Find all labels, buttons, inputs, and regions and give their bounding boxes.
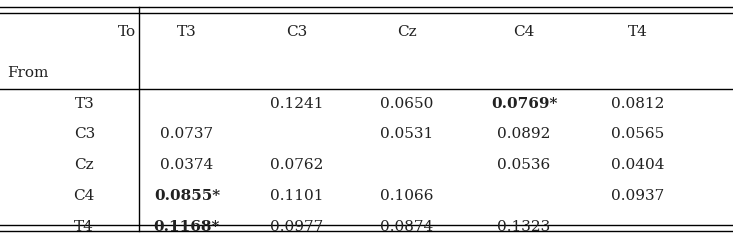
Text: 0.0374: 0.0374 (161, 159, 213, 172)
Text: 0.0404: 0.0404 (611, 159, 664, 172)
Text: C4: C4 (513, 25, 535, 39)
Text: 0.0937: 0.0937 (611, 189, 664, 203)
Text: 0.0650: 0.0650 (380, 97, 433, 110)
Text: C4: C4 (73, 189, 95, 203)
Text: 0.1323: 0.1323 (498, 220, 550, 234)
Text: 0.0855*: 0.0855* (154, 189, 220, 203)
Text: Cz: Cz (397, 25, 416, 39)
Text: 0.0892: 0.0892 (498, 128, 550, 141)
Text: 0.0737: 0.0737 (161, 128, 213, 141)
Text: 0.0812: 0.0812 (611, 97, 664, 110)
Text: 0.1168*: 0.1168* (154, 220, 220, 234)
Text: 0.0769*: 0.0769* (491, 97, 557, 110)
Text: 0.0565: 0.0565 (611, 128, 664, 141)
Text: 0.1066: 0.1066 (380, 189, 433, 203)
Text: 0.0531: 0.0531 (380, 128, 433, 141)
Text: 0.0977: 0.0977 (270, 220, 323, 234)
Text: 0.1241: 0.1241 (270, 97, 323, 110)
Text: 0.1101: 0.1101 (270, 189, 323, 203)
Text: 0.0536: 0.0536 (498, 159, 550, 172)
Text: 0.0762: 0.0762 (270, 159, 323, 172)
Text: T4: T4 (74, 220, 95, 234)
Text: Cz: Cz (75, 159, 94, 172)
Text: T3: T3 (75, 97, 94, 110)
Text: To: To (117, 25, 136, 39)
Text: From: From (7, 66, 48, 79)
Text: T3: T3 (177, 25, 196, 39)
Text: 0.0874: 0.0874 (380, 220, 433, 234)
Text: C3: C3 (74, 128, 95, 141)
Text: T4: T4 (627, 25, 648, 39)
Text: C3: C3 (287, 25, 307, 39)
